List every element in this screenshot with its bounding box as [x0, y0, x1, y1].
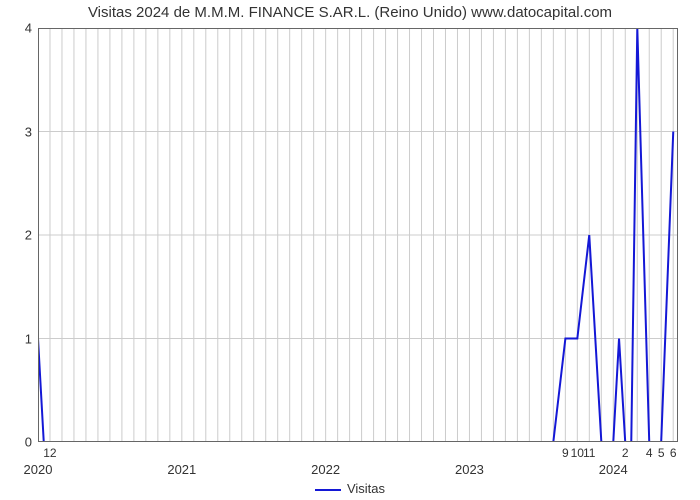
x-month-label: 4 — [646, 442, 653, 460]
chart-title: Visitas 2024 de M.M.M. FINANCE S.AR.L. (… — [0, 4, 700, 21]
x-month-label: 5 — [658, 442, 665, 460]
legend-label: Visitas — [347, 481, 385, 496]
y-tick-label: 2 — [25, 228, 38, 243]
x-month-label: 6 — [670, 442, 677, 460]
x-tick-label: 2021 — [167, 442, 196, 477]
x-month-label: 10 — [571, 442, 584, 460]
chart-container: Visitas 2024 de M.M.M. FINANCE S.AR.L. (… — [0, 0, 700, 500]
x-tick-label: 2022 — [311, 442, 340, 477]
x-month-label: 2 — [622, 442, 629, 460]
x-tick-label: 2023 — [455, 442, 484, 477]
x-month-label: 11 — [583, 442, 595, 460]
y-tick-label: 3 — [25, 124, 38, 139]
plot-area: 012342020202120222023202412910112456 — [38, 28, 678, 442]
legend: Visitas — [0, 481, 700, 496]
x-month-label: 12 — [43, 442, 56, 460]
legend-line-swatch — [315, 489, 341, 491]
y-tick-label: 4 — [25, 21, 38, 36]
y-tick-label: 1 — [25, 331, 38, 346]
x-month-label: 9 — [562, 442, 569, 460]
